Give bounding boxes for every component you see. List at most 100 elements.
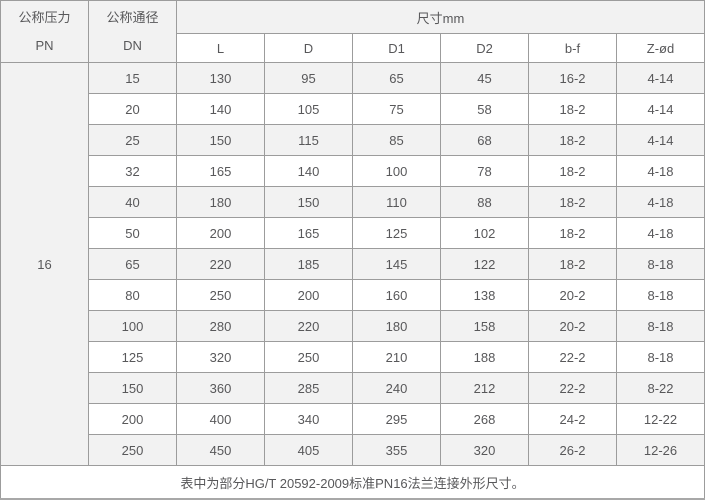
- dim-value-cell: 8-22: [616, 372, 705, 404]
- dim-value-cell: 405: [264, 434, 353, 466]
- dim-value-cell: 65: [352, 62, 441, 94]
- dim-value-cell: 8-18: [616, 341, 705, 373]
- dim-value-cell: 16-2: [528, 62, 617, 94]
- dim-value-cell: 4-18: [616, 217, 705, 249]
- dim-value-cell: 100: [352, 155, 441, 187]
- dim-value-cell: 140: [264, 155, 353, 187]
- dim-value-cell: 320: [176, 341, 265, 373]
- dim-value-cell: 24-2: [528, 403, 617, 435]
- dim-value-cell: 320: [440, 434, 529, 466]
- col-header-size-group: 尺寸mm: [176, 0, 705, 34]
- col-header-nominal-pressure: 公称压力 PN: [0, 0, 89, 63]
- dim-column-header: Z-ød: [616, 33, 705, 63]
- dim-value-cell: 285: [264, 372, 353, 404]
- dn-value-cell: 40: [88, 186, 177, 218]
- dim-value-cell: 22-2: [528, 341, 617, 373]
- dim-value-cell: 280: [176, 310, 265, 342]
- dim-value-cell: 122: [440, 248, 529, 280]
- dim-value-cell: 8-18: [616, 248, 705, 280]
- dim-value-cell: 102: [440, 217, 529, 249]
- dim-value-cell: 18-2: [528, 155, 617, 187]
- header-row-groups: 公称压力 PN 公称通径 DN 尺寸mm: [0, 0, 705, 63]
- table-row: 150 360 285 240 212 22-2 8-22: [1, 372, 705, 404]
- dim-value-cell: 88: [440, 186, 529, 218]
- table-row: 65 220 185 145 122 18-2 8-18: [1, 248, 705, 280]
- dim-value-cell: 212: [440, 372, 529, 404]
- table-row: 25 150 115 85 68 18-2 4-14: [1, 124, 705, 156]
- dim-value-cell: 268: [440, 403, 529, 435]
- dim-value-cell: 340: [264, 403, 353, 435]
- dim-value-cell: 20-2: [528, 310, 617, 342]
- dn-value-cell: 80: [88, 279, 177, 311]
- dim-value-cell: 85: [352, 124, 441, 156]
- dim-value-cell: 185: [264, 248, 353, 280]
- dim-value-cell: 18-2: [528, 186, 617, 218]
- table-body: 16 15 130 95 65 45 16-2 4-14 20 140 105 75 58 18-2 4-1…: [0, 62, 705, 466]
- dim-value-cell: 12-26: [616, 434, 705, 466]
- dim-value-cell: 160: [352, 279, 441, 311]
- dn-value-cell: 200: [88, 403, 177, 435]
- dim-value-cell: 360: [176, 372, 265, 404]
- dim-value-cell: 150: [264, 186, 353, 218]
- dim-column-header: D2: [440, 33, 529, 63]
- dim-value-cell: 220: [264, 310, 353, 342]
- dim-value-cell: 200: [264, 279, 353, 311]
- dim-value-cell: 240: [352, 372, 441, 404]
- dim-value-cell: 158: [440, 310, 529, 342]
- dim-value-cell: 355: [352, 434, 441, 466]
- dim-value-cell: 12-22: [616, 403, 705, 435]
- table-row: 20 140 105 75 58 18-2 4-14: [1, 93, 705, 125]
- dim-value-cell: 115: [264, 124, 353, 156]
- dim-column-header: L: [176, 33, 265, 63]
- nominal-pressure-label-code: PN: [35, 37, 54, 53]
- nominal-diameter-label-cn: 公称通径: [106, 9, 159, 25]
- dim-value-cell: 250: [176, 279, 265, 311]
- dn-value-cell: 65: [88, 248, 177, 280]
- dim-value-cell: 4-14: [616, 62, 705, 94]
- dim-value-cell: 180: [176, 186, 265, 218]
- dn-value-cell: 25: [88, 124, 177, 156]
- dim-value-cell: 18-2: [528, 248, 617, 280]
- dim-value-cell: 4-14: [616, 124, 705, 156]
- footer-note: 表中为部分HG/T 20592-2009标准PN16法兰连接外形尺寸。: [0, 465, 705, 500]
- dim-column-header: D: [264, 33, 353, 63]
- dn-value-cell: 15: [88, 62, 177, 94]
- nominal-diameter-label-code: DN: [123, 37, 142, 53]
- col-header-nominal-diameter: 公称通径 DN: [88, 0, 177, 63]
- dim-value-cell: 20-2: [528, 279, 617, 311]
- dn-value-cell: 150: [88, 372, 177, 404]
- dim-value-cell: 150: [176, 124, 265, 156]
- dim-value-cell: 18-2: [528, 217, 617, 249]
- table-row: 100 280 220 180 158 20-2 8-18: [1, 310, 705, 342]
- dim-value-cell: 400: [176, 403, 265, 435]
- dim-value-cell: 250: [264, 341, 353, 373]
- dn-value-cell: 32: [88, 155, 177, 187]
- dim-value-cell: 4-18: [616, 155, 705, 187]
- table-row: 16 15 130 95 65 45 16-2 4-14: [0, 62, 705, 466]
- dim-value-cell: 130: [176, 62, 265, 94]
- dim-value-cell: 78: [440, 155, 529, 187]
- dim-value-cell: 165: [264, 217, 353, 249]
- dim-value-cell: 110: [352, 186, 441, 218]
- table-row: 250 450 405 355 320 26-2 12-26: [1, 434, 705, 466]
- dim-value-cell: 95: [264, 62, 353, 94]
- dim-value-cell: 105: [264, 93, 353, 125]
- dim-value-cell: 4-14: [616, 93, 705, 125]
- dim-value-cell: 18-2: [528, 93, 617, 125]
- table-row: 32 165 140 100 78 18-2 4-18: [1, 155, 705, 187]
- dn-value-cell: 125: [88, 341, 177, 373]
- dim-value-cell: 220: [176, 248, 265, 280]
- dim-column-header: D1: [352, 33, 441, 63]
- dim-value-cell: 75: [352, 93, 441, 125]
- dim-value-cell: 22-2: [528, 372, 617, 404]
- dim-value-cell: 26-2: [528, 434, 617, 466]
- dim-value-cell: 295: [352, 403, 441, 435]
- dim-value-cell: 210: [352, 341, 441, 373]
- dim-value-cell: 45: [440, 62, 529, 94]
- dim-value-cell: 4-18: [616, 186, 705, 218]
- dn-value-cell: 50: [88, 217, 177, 249]
- footer-row: 表中为部分HG/T 20592-2009标准PN16法兰连接外形尺寸。: [0, 465, 705, 500]
- dim-value-cell: 145: [352, 248, 441, 280]
- dim-value-cell: 200: [176, 217, 265, 249]
